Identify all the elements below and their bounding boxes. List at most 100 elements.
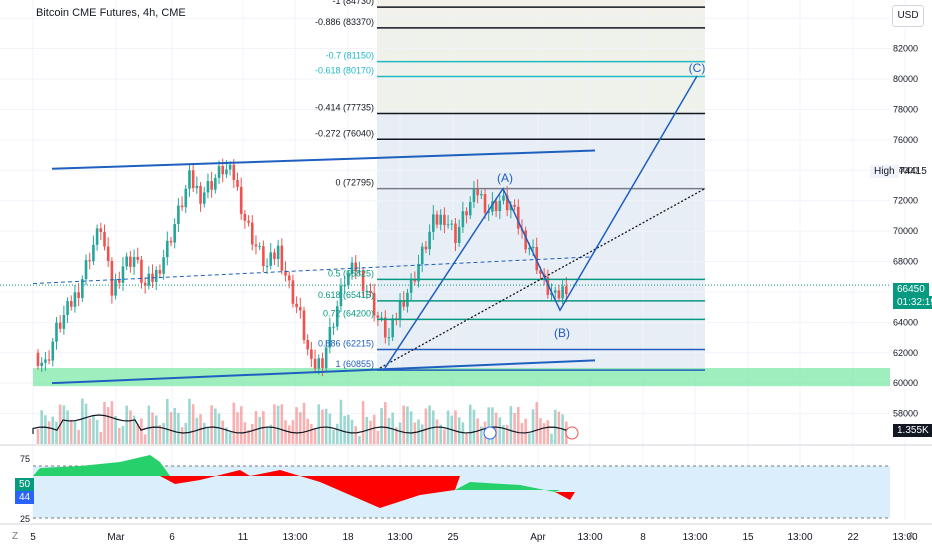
volume-ma-line xyxy=(32,414,574,434)
candle-body xyxy=(472,188,476,202)
channel-upper-line xyxy=(51,149,596,170)
volume-bar xyxy=(443,429,446,444)
candle-body xyxy=(217,166,221,178)
candle-body xyxy=(509,204,513,211)
price-tick-label: 82000 xyxy=(893,44,918,54)
time-axis: 5 Mar 6 11 13:00 18 13:00 25 Apr 13:00 8 13:00 15 13:… xyxy=(0,523,932,543)
candle-body xyxy=(313,358,317,369)
volume-bar xyxy=(380,407,383,444)
candle-body xyxy=(498,200,502,212)
volume-bar xyxy=(125,405,128,444)
candle-body xyxy=(136,256,140,260)
candle-body xyxy=(450,223,454,225)
volume-bar xyxy=(491,407,494,444)
volume-bar xyxy=(114,416,117,444)
currency-button[interactable]: USD xyxy=(892,5,924,27)
candle-body xyxy=(129,256,132,267)
volume-bar xyxy=(287,425,291,444)
candle-body xyxy=(468,201,472,216)
candle-body xyxy=(73,292,77,307)
candle-body xyxy=(424,246,428,250)
time-tick-label: Mar xyxy=(107,532,125,543)
volume-bar xyxy=(516,407,520,444)
time-tick-label: 13:00 xyxy=(787,532,812,543)
candle-body xyxy=(502,195,505,201)
candle-body xyxy=(380,317,383,319)
auto-scale-corner[interactable]: A xyxy=(908,531,915,542)
candle-body xyxy=(69,301,73,307)
volume-bar xyxy=(110,401,114,444)
volume-bar xyxy=(472,409,476,444)
volume-bar xyxy=(103,402,106,444)
volume-bar xyxy=(546,420,550,444)
volume-bar xyxy=(302,402,306,444)
candle-body xyxy=(110,261,114,296)
candle-body xyxy=(184,188,188,208)
candle-body xyxy=(214,177,217,190)
candle-body xyxy=(95,228,99,245)
volume-bar xyxy=(376,430,380,444)
candle-body xyxy=(516,206,520,229)
candle-body xyxy=(55,322,58,342)
candle-body xyxy=(44,359,47,363)
volume-bar xyxy=(439,424,442,444)
rsi-fill-up xyxy=(33,455,170,476)
volume-bar xyxy=(117,428,121,444)
volume-bar xyxy=(398,422,402,444)
candle-body xyxy=(166,240,169,258)
volume-bar xyxy=(350,419,354,444)
candle-body xyxy=(147,273,151,286)
candle-body xyxy=(202,192,206,204)
price-tick-label: 70000 xyxy=(893,226,918,236)
candle-body xyxy=(114,279,117,296)
rsi-tick-label: 75 xyxy=(20,454,30,464)
countdown-badge: 01:32:19 xyxy=(893,296,932,309)
volume-bar xyxy=(99,432,103,444)
volume-bar xyxy=(505,424,509,444)
volume-bar xyxy=(143,434,147,444)
candle-body xyxy=(306,339,309,350)
candle-body xyxy=(177,205,180,225)
volume-bar xyxy=(332,429,335,444)
candle-body xyxy=(262,246,265,266)
volume-bar xyxy=(106,407,110,444)
volume-badge: 1.355K xyxy=(893,424,932,437)
volume-bar xyxy=(250,424,254,444)
candle-body xyxy=(376,315,380,318)
volume-bar xyxy=(454,410,457,444)
volume-bar xyxy=(457,417,461,444)
candle-body xyxy=(287,275,291,281)
time-tick-label: 5 xyxy=(30,532,36,543)
candle-body xyxy=(391,318,394,338)
volume-bar xyxy=(446,410,450,444)
price-tick-label: 58000 xyxy=(893,409,918,419)
candle-body xyxy=(535,246,539,271)
price-tick-label: 64000 xyxy=(893,317,918,327)
candle-body xyxy=(258,246,261,248)
time-tick-label: 13:00 xyxy=(892,532,917,543)
volume-bar xyxy=(239,406,243,444)
volume-bar xyxy=(173,407,176,444)
candle-body xyxy=(457,227,461,243)
candle-body xyxy=(361,271,365,291)
volume-bar xyxy=(84,403,88,444)
volume-bar xyxy=(339,399,343,444)
channel-lower-line xyxy=(51,359,596,385)
rsi-fill-down-2 xyxy=(250,470,460,508)
last-price-badge: 66450 xyxy=(893,283,929,296)
volume-bar xyxy=(468,404,472,444)
candle-body xyxy=(158,270,162,274)
volume-bar xyxy=(328,413,332,444)
time-tick-label: 8 xyxy=(640,532,646,543)
candle-body xyxy=(528,248,531,250)
fib-level-label: 0.5 (66825) xyxy=(328,268,374,278)
candle-body xyxy=(406,292,409,307)
candle-body xyxy=(125,256,128,267)
volume-bar xyxy=(372,414,376,444)
volume-bar xyxy=(55,421,58,444)
candle-body xyxy=(302,310,306,340)
volume-bar xyxy=(162,423,165,444)
zoom-corner-left[interactable]: Z xyxy=(12,531,19,542)
volume-bar xyxy=(154,415,158,444)
